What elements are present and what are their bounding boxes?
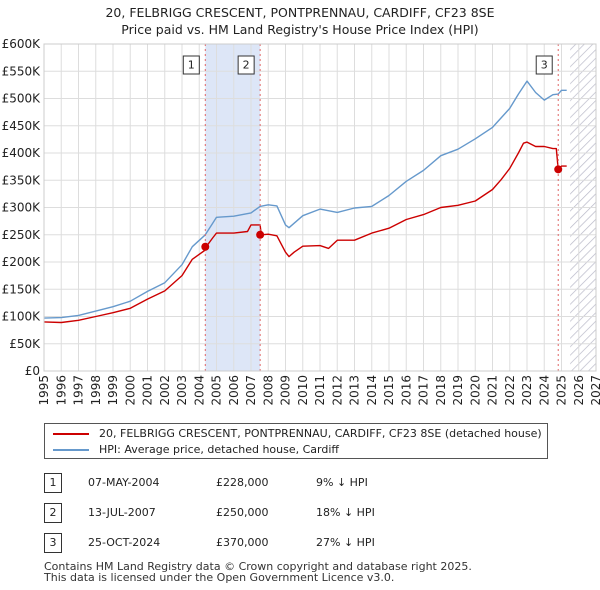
sale-row: 3 25-OCT-2024 £370,000 27% ↓ HPI [44,533,564,553]
x-tick-label: 2010 [296,375,310,406]
x-tick-label: 2027 [589,375,600,406]
sale-hpi-diff: 9% ↓ HPI [316,476,368,489]
x-tick-label: 2006 [227,375,241,406]
x-tick-label: 2011 [313,375,327,406]
y-tick-label: £0 [25,364,40,378]
sale-price: £370,000 [216,536,269,549]
x-tick-label: 1998 [89,375,103,406]
x-tick-label: 2013 [348,375,362,406]
y-tick-label: £400K [2,146,42,160]
sale-markers: 1 2 3 [182,44,563,371]
x-tick-label: 2022 [503,375,517,406]
sale-marker-label: 2 [243,59,250,72]
legend-label-property: 20, FELBRIGG CRESCENT, PONTPRENNAU, CARD… [99,427,542,440]
y-tick-label: £450K [2,119,42,133]
sale-point [554,165,563,174]
footer-line2: This data is licensed under the Open Gov… [44,571,395,584]
x-tick-label: 2023 [520,375,534,406]
sale-point [201,242,210,251]
chart-title: 20, FELBRIGG CRESCENT, PONTPRENNAU, CARD… [0,4,600,38]
sale-hpi-diff: 27% ↓ HPI [316,536,375,549]
sale-marker-label: 1 [188,59,195,72]
chart-title-line1: 20, FELBRIGG CRESCENT, PONTPRENNAU, CARD… [105,5,495,20]
sale-marker-box [237,55,255,75]
sale-row: 2 13-JUL-2007 £250,000 18% ↓ HPI [44,503,564,523]
x-tick-label: 2026 [572,375,586,406]
sale-number-badge: 3 [44,533,62,553]
y-tick-label: £100K [2,310,42,324]
sale-marker-box [182,55,200,75]
sale-number-badge: 1 [44,473,62,493]
chart-title-line2: Price paid vs. HM Land Registry's House … [121,22,479,37]
x-tick-label: 2002 [158,375,172,406]
chart-area: 1 2 3 1995 1996 1997 1998 1999 2000 2001 2002 2003… [2,37,600,406]
sale-point [256,230,265,239]
x-tick-label: 1999 [106,375,120,406]
x-tick-label: 2019 [451,375,465,406]
sale-row: 1 07-MAY-2004 £228,000 9% ↓ HPI [44,473,564,493]
legend: 20, FELBRIGG CRESCENT, PONTPRENNAU, CARD… [44,423,548,459]
sale-price: £250,000 [216,506,269,519]
x-tick-label: 2025 [555,375,569,406]
x-tick-label: 2015 [382,375,396,406]
y-tick-label: £600K [2,37,42,51]
legend-swatch-property [53,433,89,435]
x-tick-label: 2009 [279,375,293,406]
sale-date: 25-OCT-2024 [88,536,161,549]
x-tick-label: 2005 [210,375,224,406]
x-tick-label: 2014 [365,375,379,406]
y-tick-label: £550K [2,64,42,78]
y-tick-label: £150K [2,282,42,296]
x-tick-label: 1997 [72,375,86,406]
x-tick-label: 2008 [261,375,275,406]
x-tick-label: 2001 [141,375,155,406]
footer-attribution: Contains HM Land Registry data © Crown c… [44,561,472,583]
y-tick-label: £300K [2,201,42,215]
y-tick-label: £250K [2,228,42,242]
y-tick-label: £50K [9,337,41,351]
x-tick-label: 2017 [417,375,431,406]
y-tick-label: £350K [2,173,42,187]
x-tick-label: 2024 [537,375,551,406]
legend-swatch-hpi [53,449,89,451]
x-tick-label: 1996 [54,375,68,406]
x-tick-label: 2003 [175,375,189,406]
x-tick-label: 2000 [123,375,137,406]
sale-marker-label: 3 [541,59,548,72]
sale-date: 13-JUL-2007 [88,506,156,519]
x-tick-label: 2007 [244,375,258,406]
sale-marker-box [535,55,553,75]
hpi-line [43,80,567,319]
x-tick-label: 2018 [434,375,448,406]
x-tick-label: 2016 [399,375,413,406]
sale-number-badge: 2 [44,503,62,523]
x-tick-label: 2004 [192,375,206,406]
legend-label-hpi: HPI: Average price, detached house, Card… [99,443,339,456]
x-tick-label: 2021 [486,375,500,406]
axes: 1995 1996 1997 1998 1999 2000 2001 2002 2003 2004… [2,37,600,406]
footer-line1: Contains HM Land Registry data © Crown c… [44,560,472,573]
property-price-line [43,141,567,324]
sale-price: £228,000 [216,476,269,489]
y-tick-label: £500K [2,92,42,106]
y-tick-label: £200K [2,255,42,269]
series-layer [43,80,567,324]
plot-frame [43,43,597,372]
x-tick-label: 1995 [37,375,51,406]
sale-hpi-diff: 18% ↓ HPI [316,506,375,519]
sale-date: 07-MAY-2004 [88,476,160,489]
x-tick-label: 2020 [468,375,482,406]
x-tick-label: 2012 [330,375,344,406]
